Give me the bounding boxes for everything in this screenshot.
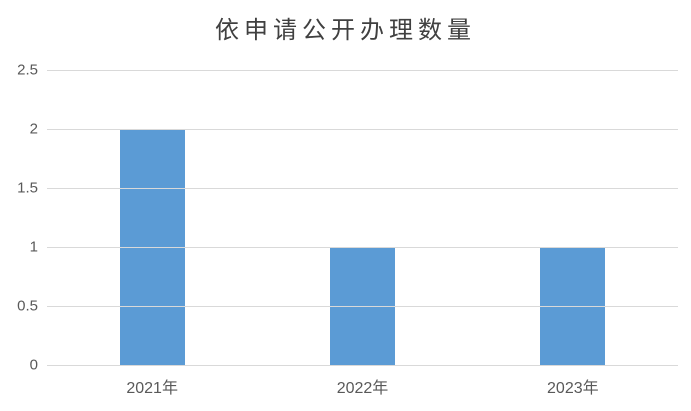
bar-slot <box>468 70 678 365</box>
y-tick-label: 0.5 <box>17 297 38 315</box>
y-tick-label: 2 <box>29 120 38 138</box>
bar-slot <box>257 70 467 365</box>
gridline-y-2 <box>47 129 678 130</box>
bars-area <box>47 70 678 365</box>
y-tick-label: 1 <box>29 238 38 256</box>
gridline-y-1 <box>47 247 678 248</box>
chart-title: 依申请公开办理数量 <box>215 16 476 44</box>
y-tick-label: 0 <box>29 356 38 374</box>
gridline-y-1.5 <box>47 188 678 189</box>
y-tick-label: 2.5 <box>17 61 38 79</box>
x-tick-label-2023年: 2023年 <box>547 380 599 397</box>
gridline-y-0 <box>47 365 678 366</box>
x-axis-labels: 2021年 2022年 2023年 <box>47 374 678 398</box>
gridline-y-2.5 <box>47 70 678 71</box>
plot-area: 2021年 2022年 2023年 0 0.5 1 1.5 2 2.5 <box>17 63 678 397</box>
y-tick-label: 1.5 <box>17 179 38 197</box>
x-tick-label-2022年: 2022年 <box>336 380 389 397</box>
x-tick-label-2021年: 2021年 <box>126 380 178 397</box>
bar-slot <box>47 70 257 365</box>
gridline-y-0.5 <box>47 306 678 307</box>
